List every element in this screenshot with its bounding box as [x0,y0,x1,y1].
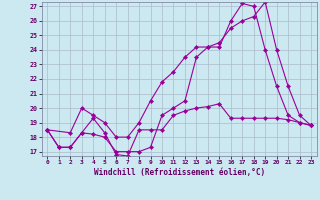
X-axis label: Windchill (Refroidissement éolien,°C): Windchill (Refroidissement éolien,°C) [94,168,265,177]
